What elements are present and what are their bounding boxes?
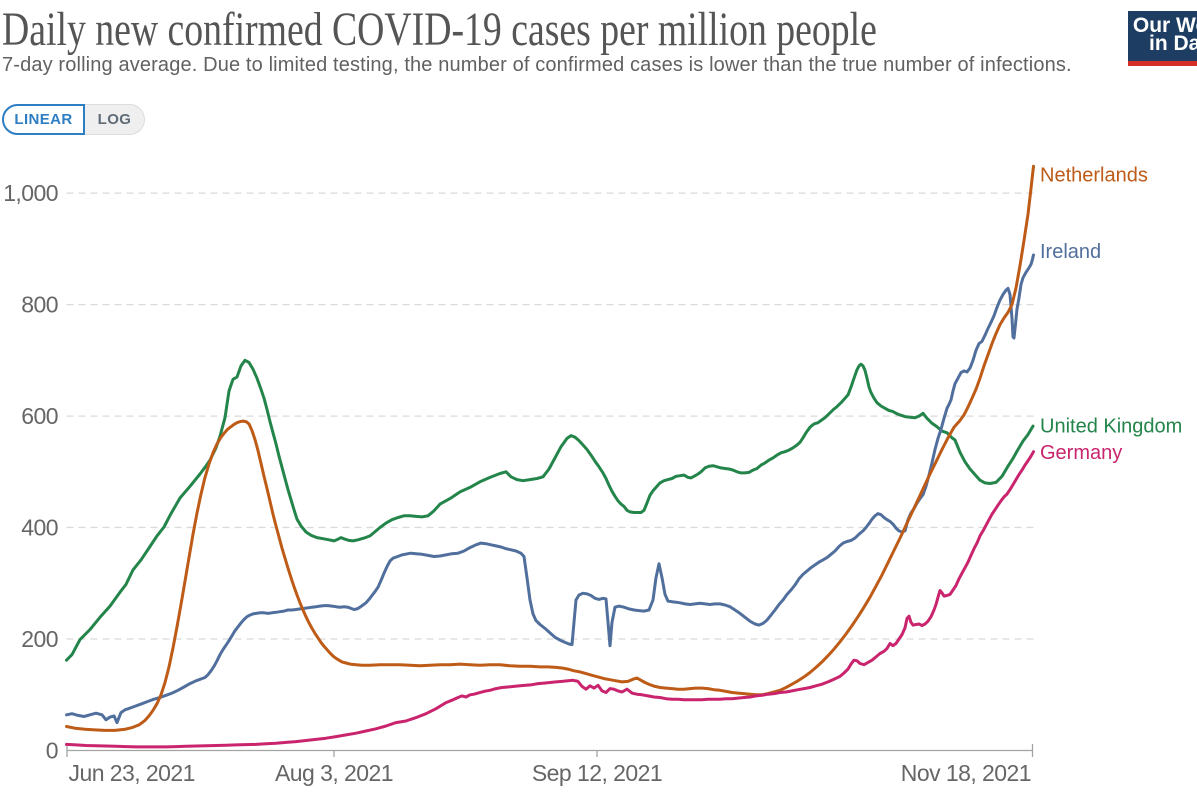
svg-text:1,000: 1,000 (3, 180, 58, 206)
svg-text:Nov 18, 2021: Nov 18, 2021 (901, 760, 1031, 786)
svg-text:Jun 23, 2021: Jun 23, 2021 (69, 760, 195, 786)
svg-text:Sep 12, 2021: Sep 12, 2021 (532, 760, 662, 786)
svg-text:800: 800 (21, 292, 58, 318)
svg-text:Germany: Germany (1040, 442, 1122, 464)
svg-text:600: 600 (21, 403, 58, 429)
svg-text:Netherlands: Netherlands (1040, 165, 1148, 187)
svg-text:200: 200 (21, 626, 58, 652)
svg-text:400: 400 (21, 515, 58, 541)
svg-text:United Kingdom: United Kingdom (1040, 416, 1182, 438)
svg-text:Aug 3, 2021: Aug 3, 2021 (275, 760, 393, 786)
svg-text:0: 0 (46, 738, 58, 764)
svg-text:Ireland: Ireland (1040, 241, 1101, 263)
